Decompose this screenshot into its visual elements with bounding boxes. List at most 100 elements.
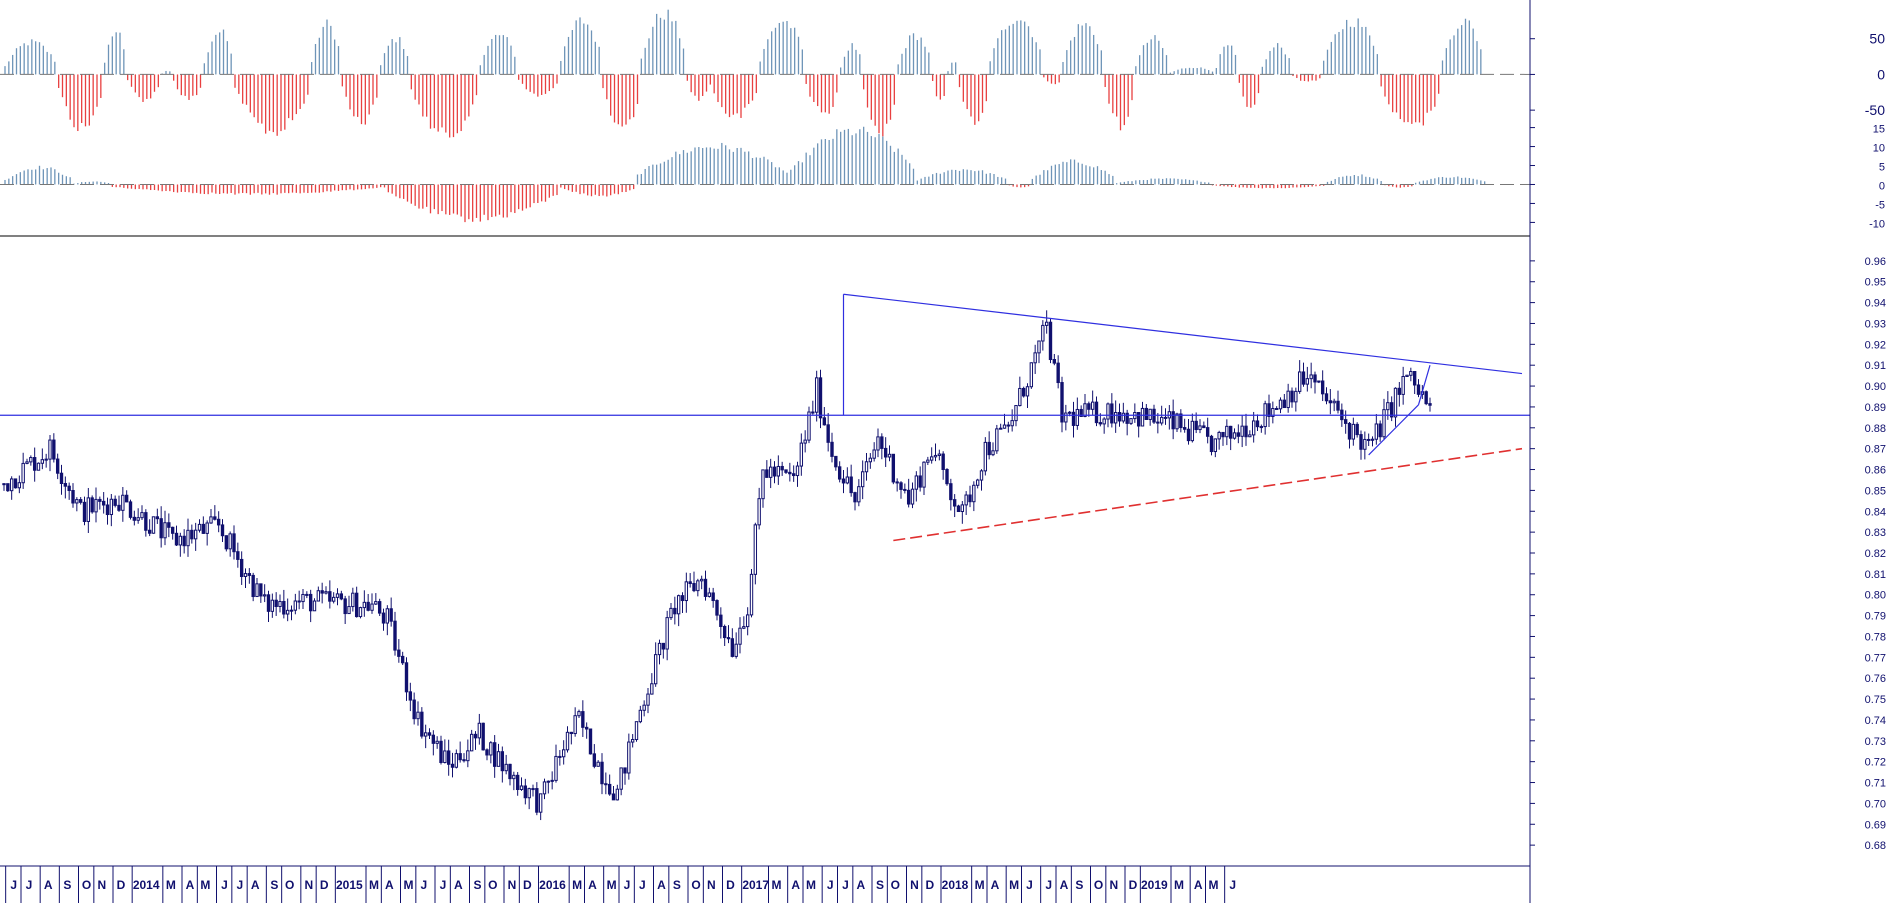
candle-body	[492, 742, 497, 767]
x-tick-label: A	[186, 878, 195, 892]
candle-body	[1037, 340, 1041, 354]
candle-body	[964, 494, 968, 506]
candle-body	[1087, 403, 1091, 410]
candle-body	[389, 608, 393, 622]
candle-body	[868, 457, 873, 463]
candle-body	[1374, 423, 1379, 440]
x-tick-label: M	[572, 878, 582, 892]
candle-body	[393, 620, 397, 651]
x-tick-label: N	[1109, 878, 1118, 892]
candle-body	[224, 535, 229, 550]
candle-body	[849, 476, 853, 494]
candle-body	[519, 785, 524, 790]
x-tick-label: M	[975, 878, 985, 892]
candle-body	[1144, 407, 1149, 420]
x-tick-label: N	[910, 878, 919, 892]
candle-body	[1409, 371, 1413, 376]
price-tick-label: 0.71	[1865, 778, 1886, 790]
candle-body	[1117, 412, 1122, 422]
candle-body	[642, 704, 646, 711]
x-tick-label: A	[856, 878, 865, 892]
candle-body	[1033, 352, 1037, 364]
trendline-wedge-upper	[1417, 365, 1431, 406]
candle-body	[243, 573, 248, 578]
price-tick-label: 0.94	[1865, 298, 1886, 310]
candle-body	[2, 483, 6, 486]
candle-body	[933, 454, 938, 458]
candle-body	[680, 595, 685, 602]
candle-body	[991, 450, 995, 456]
candle-body	[443, 750, 447, 763]
price-panel	[0, 293, 1530, 821]
candle-body	[1401, 376, 1405, 395]
x-tick-label: S	[63, 878, 71, 892]
candle-body	[508, 763, 512, 780]
candle-body	[1370, 438, 1375, 441]
candle-body	[312, 600, 317, 612]
candle-body	[496, 751, 501, 767]
candle-body	[354, 592, 359, 618]
candle-body	[791, 473, 796, 477]
candle-body	[1006, 424, 1011, 427]
candle-body	[469, 733, 474, 752]
x-tick-label: N	[97, 878, 106, 892]
candle-body	[1228, 425, 1233, 439]
candle-body	[1274, 408, 1279, 411]
x-tick-label: S	[473, 878, 481, 892]
candle-body	[1056, 362, 1060, 384]
candle-body	[297, 600, 301, 603]
candle-body	[293, 600, 298, 611]
candle-body	[1378, 423, 1382, 438]
candle-body	[1098, 422, 1103, 425]
candle-body	[638, 709, 643, 723]
candle-body	[738, 627, 742, 645]
candle-body	[351, 592, 355, 608]
x-tick-label: A	[385, 878, 394, 892]
x-tick-label: D	[320, 878, 329, 892]
candle-body	[282, 600, 286, 615]
candle-body	[696, 580, 700, 592]
price-tick-label: 0.91	[1865, 360, 1886, 372]
lower-osc-tick-label: 5	[1879, 162, 1885, 174]
lower-osc-tick-label: 0	[1879, 180, 1885, 192]
candle-body	[523, 785, 528, 799]
candle-body	[998, 427, 1003, 430]
candle-body	[646, 693, 650, 706]
price-tick-label: 0.85	[1865, 485, 1886, 497]
candle-body	[485, 749, 489, 756]
price-tick-label: 0.77	[1865, 652, 1886, 664]
candle-body	[1282, 399, 1287, 409]
candle-body	[458, 753, 462, 761]
candle-body	[1121, 412, 1126, 422]
candle-body	[21, 462, 25, 484]
candle-body	[531, 788, 535, 791]
candle-body	[140, 512, 144, 519]
candle-body	[665, 617, 669, 650]
candle-body	[1278, 399, 1283, 410]
x-tick-label: A	[454, 878, 463, 892]
x-tick-label: S	[270, 878, 278, 892]
candle-body	[324, 591, 328, 594]
price-tick-label: 0.84	[1865, 506, 1886, 518]
candle-body	[1240, 425, 1244, 437]
candle-body	[1048, 321, 1053, 361]
candle-body	[550, 779, 554, 782]
candle-body	[358, 607, 363, 618]
x-tick-label: M	[166, 878, 176, 892]
x-tick-label: O	[691, 878, 700, 892]
candle-body	[780, 465, 784, 471]
candle-body	[128, 501, 133, 518]
candle-body	[914, 475, 919, 490]
candle-body	[13, 478, 18, 489]
candle-body	[956, 505, 961, 513]
candle-body	[236, 551, 240, 560]
candle-body	[1125, 412, 1129, 424]
candle-body	[1190, 420, 1195, 442]
x-tick-label: N	[508, 878, 517, 892]
candle-body	[446, 750, 451, 765]
x-tick-label: J	[1229, 878, 1236, 892]
candle-body	[381, 612, 386, 624]
candle-body	[1232, 432, 1237, 439]
lower-osc-tick-label: 10	[1873, 143, 1885, 155]
candle-body	[36, 462, 41, 471]
